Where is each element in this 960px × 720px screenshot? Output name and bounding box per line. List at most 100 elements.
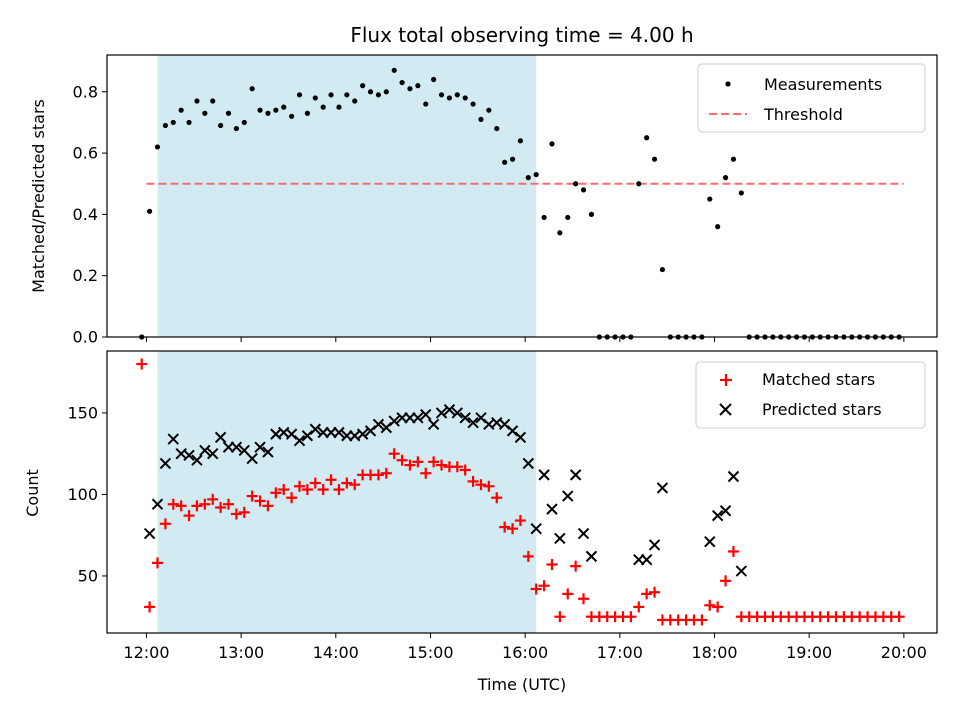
top-x-ticks [145, 337, 905, 342]
measurement-point [360, 83, 366, 89]
y-tick-label: 0.8 [73, 82, 98, 101]
matched-star-point [159, 518, 171, 530]
bottom-x-ticks: 12:00 13:00 14:00 15:00 16:00 17:00 18:00 19:00… [123, 633, 927, 662]
measurement-point [336, 104, 342, 110]
predicted-star-point [412, 412, 424, 424]
measurement-point [218, 122, 224, 129]
bottom-legend-box [695, 361, 926, 429]
matched-star-point [151, 557, 163, 569]
measurement-point [352, 98, 358, 104]
measurement-point [320, 104, 326, 110]
measurement-point [533, 171, 539, 178]
measurement-point [715, 224, 721, 230]
measurement-point [549, 141, 555, 147]
matched-star-point [720, 575, 732, 587]
bottom-legend: Matched stars Predicted stars [695, 361, 926, 429]
measurement-point [651, 156, 658, 162]
legend-plus-marker [720, 374, 732, 386]
matched-star-point [451, 461, 463, 473]
matched-star-point [309, 477, 321, 489]
x-tick-label: 17:00 [597, 643, 643, 662]
top-axes-frame [106, 54, 938, 338]
measurement-point [478, 116, 484, 122]
measurement-point [659, 266, 666, 273]
observing-window-shade-bottom [157, 351, 537, 633]
predicted-star-point [293, 434, 306, 447]
x-tick-label: 15:00 [407, 643, 453, 662]
predicted-star-point [214, 431, 227, 444]
matched-star-point [286, 492, 298, 504]
measurement-point [415, 83, 421, 89]
predicted-star-point [554, 532, 566, 545]
matched-star-point [175, 500, 187, 512]
matched-star-point [483, 480, 495, 492]
measurement-point [304, 110, 310, 116]
matched-star-point [262, 500, 274, 512]
matched-star-point [641, 588, 653, 600]
measurement-point [644, 135, 650, 141]
measurement-point [707, 196, 713, 202]
predicted-star-point [704, 536, 716, 548]
measurement-point [486, 107, 492, 113]
predicted-star-point [151, 498, 164, 510]
measurement-point [738, 190, 744, 196]
predicted-star-point [735, 565, 748, 577]
measurement-point [525, 175, 531, 181]
matched-star-point [380, 467, 392, 479]
measurement-point [502, 159, 508, 165]
predicted-star-point [648, 539, 661, 551]
legend-matched-label: Matched stars [762, 370, 875, 389]
x-tick-label: 18:00 [691, 643, 737, 662]
matched-star-point [136, 358, 148, 370]
y-tick-label: 150 [67, 403, 98, 422]
matched-star-point [546, 559, 558, 571]
bottom-y-axis-label: Count [23, 469, 42, 517]
predicted-star-point [538, 469, 550, 481]
predicted-star-point [443, 403, 456, 416]
measurement-point [186, 119, 192, 126]
matched-star-point [183, 510, 195, 522]
predicted-star-point [199, 444, 211, 457]
matched-star-point [191, 500, 203, 512]
matched-star-point [167, 498, 179, 510]
x-tick-label: 13:00 [218, 643, 264, 662]
matched-star-point [278, 484, 290, 496]
measurement-point [367, 89, 374, 95]
predicted-star-point [246, 452, 258, 465]
predicted-star-point [159, 457, 172, 470]
measurement-point [281, 104, 287, 110]
predicted-star-point [459, 412, 471, 424]
measurement-point [509, 156, 516, 162]
matched-star-point [712, 601, 724, 613]
matched-star-point [649, 586, 661, 598]
measurement-point [375, 92, 382, 98]
x-tick-label: 16:00 [502, 643, 548, 662]
measurement-point [312, 95, 318, 101]
measurement-point [454, 92, 460, 98]
matched-star-point [223, 498, 235, 510]
measurement-point [557, 230, 563, 236]
matched-star-point [404, 459, 416, 471]
measurement-point [588, 211, 595, 217]
top-y-axis-label: Matched/Predicted stars [29, 99, 48, 293]
measurement-point [265, 110, 271, 116]
matched-star-point [459, 464, 471, 476]
measurement-point [194, 98, 200, 104]
matched-star-point [467, 475, 479, 487]
predicted-star-point [191, 454, 203, 466]
matched-star-point [341, 477, 353, 489]
matched-star-point [254, 495, 266, 507]
predicted-star-point [309, 423, 321, 435]
measurement-point [573, 181, 579, 187]
predicted-star-point [585, 550, 598, 563]
matched-star-point [625, 611, 637, 623]
predicted-star-point [530, 522, 542, 535]
measurement-point [225, 110, 232, 116]
predicted-star-point [656, 482, 669, 494]
y-tick-label: 0.4 [73, 205, 98, 224]
measurement-point [233, 125, 239, 132]
predicted-star-point [435, 407, 448, 419]
matched-star-point [230, 508, 242, 520]
matched-star-point [554, 611, 566, 623]
predicted-star-point [254, 441, 266, 453]
